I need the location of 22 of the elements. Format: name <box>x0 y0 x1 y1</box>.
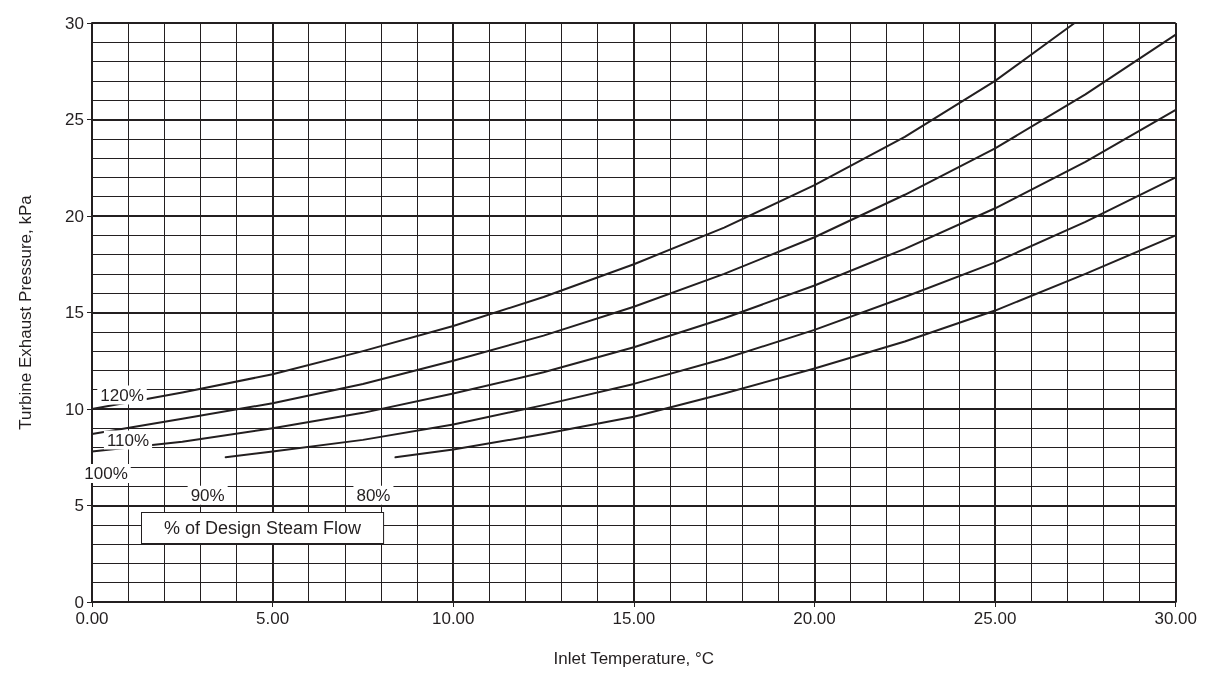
y-tick-label: 20 <box>65 206 84 226</box>
x-tick-label: 10.00 <box>431 609 475 628</box>
series-label: 90% <box>190 485 225 505</box>
y-tick-label: 15 <box>65 303 84 322</box>
y-tick-label: 5 <box>74 496 84 515</box>
series-label: 120% <box>100 385 144 405</box>
y-tick-label: 10 <box>65 399 84 419</box>
legend-title: % of Design Steam Flow <box>164 518 363 538</box>
series-label: 100% <box>84 463 128 483</box>
x-axis-title: Inlet Temperature, °C <box>553 649 715 668</box>
x-tick-label: 15.00 <box>612 609 656 628</box>
x-tick-label: 20.00 <box>793 609 836 628</box>
y-tick-label: 0 <box>74 592 84 612</box>
y-tick-label: 25 <box>65 110 84 129</box>
series-label: 80% <box>356 485 391 505</box>
x-tick-label: 30.00 <box>1154 609 1197 628</box>
series-label: 110% <box>106 430 150 450</box>
y-axis-title: Turbine Exhaust Pressure, kPa <box>16 194 35 430</box>
x-tick-label: 25.00 <box>973 609 1017 628</box>
x-tick-label: 5.00 <box>256 609 290 628</box>
x-tick-label: 0.00 <box>75 609 109 628</box>
y-tick-label: 30 <box>65 13 84 33</box>
